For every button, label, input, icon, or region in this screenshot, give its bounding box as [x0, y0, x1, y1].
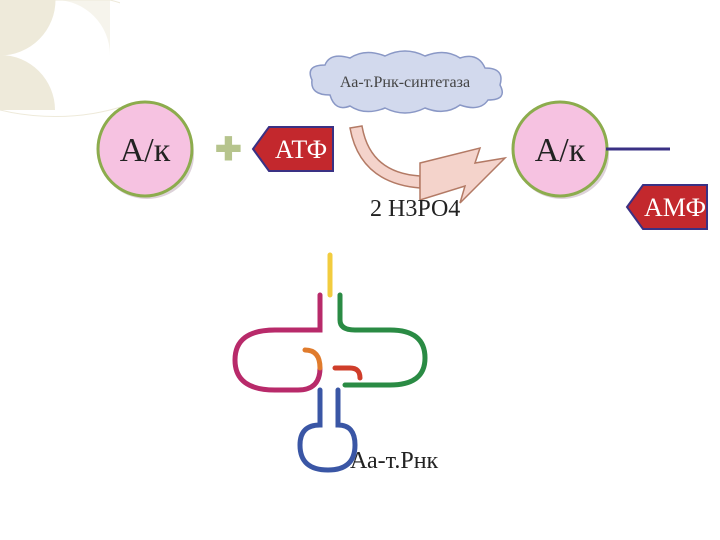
svg-text:Аа-т.Рнк-синтетаза: Аа-т.Рнк-синтетаза: [340, 74, 470, 91]
trna-diagram: [220, 250, 440, 480]
plus-icon: ✚: [215, 130, 242, 168]
ak-left-circle: А/к: [85, 89, 205, 209]
amp-tag: АМФ: [622, 180, 720, 240]
svg-text:А/к: А/к: [535, 132, 586, 169]
phosphate-label: 2 Н3РО4: [370, 196, 460, 223]
svg-text:АТФ: АТФ: [275, 135, 327, 164]
svg-text:А/к: А/к: [120, 132, 171, 169]
trna-label: Аа-т.Рнк: [350, 448, 438, 475]
svg-text:АМФ: АМФ: [644, 193, 706, 222]
